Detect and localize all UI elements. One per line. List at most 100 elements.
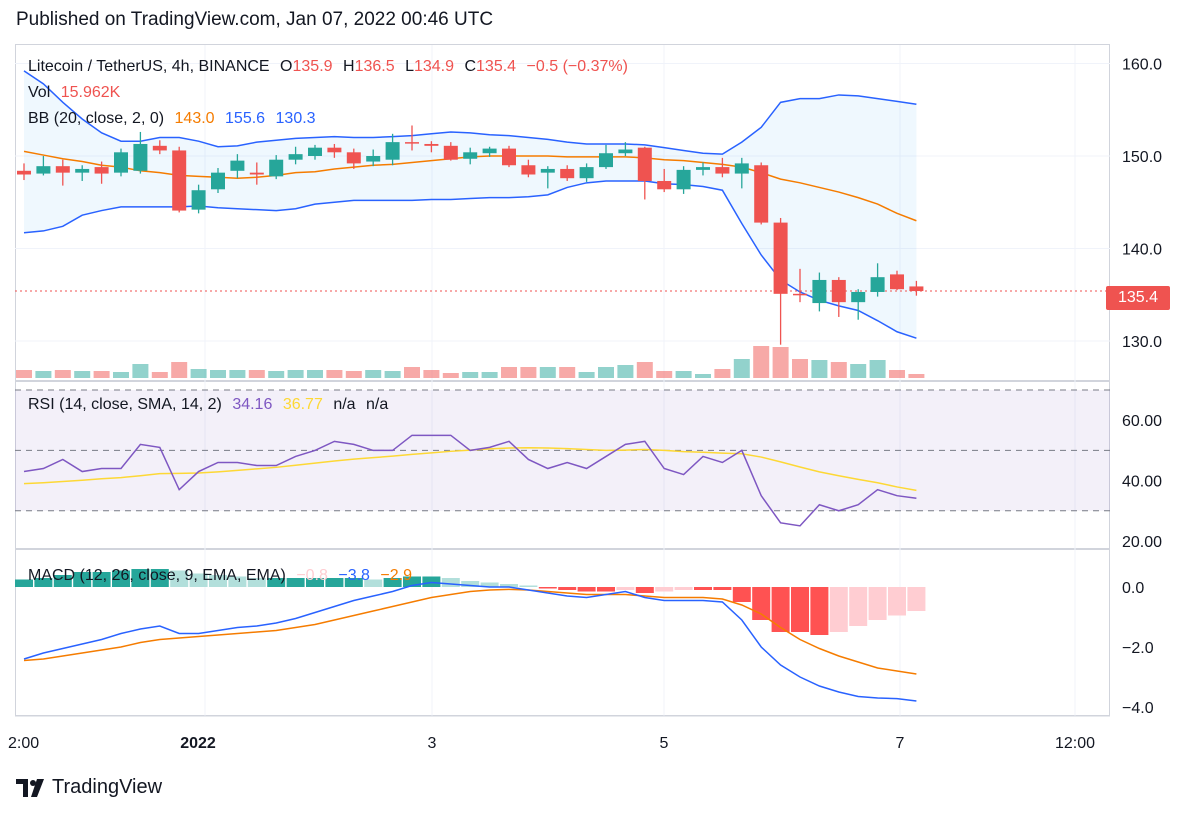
legend-bb-label[interactable]: BB (20, close, 2, 0) [28, 110, 165, 127]
macd-histogram-bar [403, 576, 421, 587]
macd-histogram-bar [53, 575, 72, 587]
macd-histogram-bar [34, 578, 53, 587]
candle [443, 142, 458, 161]
macd-histogram-bar [364, 579, 383, 587]
legend-open-label: O [280, 58, 293, 75]
volume-bar [54, 370, 71, 378]
legend-macd-label[interactable]: MACD (12, 26, close, 9, EMA, EMA) [28, 567, 286, 584]
candle-body [754, 165, 769, 223]
legend-vol-label[interactable]: Vol [28, 84, 51, 101]
legend-symbol[interactable]: Litecoin / TetherUS, 4h, BINANCE [28, 58, 270, 75]
macd-histogram-bar [655, 587, 674, 592]
candle [463, 147, 478, 165]
volume-bar [908, 374, 925, 378]
volume-bar [714, 369, 731, 378]
candle-body [618, 149, 633, 154]
volume-bar [772, 347, 789, 378]
candle [676, 166, 691, 194]
macd-histogram-bar [538, 587, 557, 589]
time-axis-tick: 5 [660, 735, 669, 752]
macd-histogram-bar [888, 587, 906, 616]
volume-bar [248, 370, 265, 378]
time-axis-tick: 2022 [180, 735, 216, 752]
candle-body [890, 274, 904, 290]
candle [230, 154, 245, 179]
volume-bar [501, 367, 517, 378]
volume-bar [792, 359, 808, 378]
volume-bar [889, 370, 905, 378]
volume-bar [636, 362, 653, 378]
legend-high: 136.5 [354, 58, 395, 75]
legend-low-label: L [405, 58, 414, 75]
legend-rsi-na2: n/a [366, 396, 389, 413]
volume-bar [617, 365, 634, 378]
candle-body [870, 277, 885, 292]
volume-bar [365, 370, 382, 378]
candle-body [133, 143, 148, 171]
volume-bar [287, 370, 304, 378]
candle [288, 146, 303, 165]
volume-bar [559, 367, 576, 378]
candle-body [114, 152, 128, 173]
tradingview-brand[interactable]: TradingView [16, 776, 162, 799]
rsi-axis-tick: 20.00 [1122, 534, 1162, 551]
candle-body [676, 169, 691, 190]
candle-body [211, 172, 225, 190]
candle [696, 162, 710, 176]
macd-histogram-bar [131, 569, 150, 587]
candle-body [36, 166, 51, 174]
macd-histogram-bar [597, 587, 615, 592]
legend-high-label: H [343, 58, 355, 75]
candle-body [308, 147, 322, 156]
price-axis-tick: 150.0 [1122, 149, 1162, 166]
volume-bar [326, 370, 343, 378]
candle-body [366, 156, 381, 162]
candle [734, 157, 749, 189]
volume-bar [171, 362, 188, 378]
volume-bar [74, 371, 91, 378]
macd-histogram-bar [674, 587, 693, 590]
volume-bar [345, 371, 362, 378]
volume-bar [210, 370, 226, 378]
volume-bar [869, 360, 886, 378]
legend-close: 135.4 [476, 58, 517, 75]
candle [657, 168, 672, 193]
macd-histogram-bar [810, 587, 829, 635]
volume-bar [423, 370, 440, 378]
macd-histogram-bar [461, 581, 480, 587]
candle-body [773, 222, 788, 294]
macd-histogram-bar [209, 575, 227, 587]
macd-axis-tick: 0.0 [1122, 580, 1144, 597]
candle [715, 157, 730, 178]
candle-body [657, 180, 672, 190]
candle [812, 272, 827, 312]
macd-axis-tick: −2.0 [1122, 640, 1154, 657]
macd-histogram-bar [15, 579, 33, 587]
candle [870, 263, 885, 297]
candle [94, 161, 109, 184]
candle [327, 143, 342, 158]
macd-axis-tick: −4.0 [1122, 700, 1154, 717]
macd-histogram-bar [247, 578, 266, 587]
legend-vol-value: 15.962K [60, 84, 121, 101]
volume-bar [695, 374, 711, 378]
volume-bar [481, 372, 498, 378]
candle [133, 131, 148, 174]
candle-body [637, 147, 652, 181]
candle-body [269, 159, 284, 177]
macd-line [23, 581, 917, 702]
volume-bar [404, 367, 420, 378]
legend-price: Litecoin / TetherUS, 4h, BINANCE O135.9 … [28, 58, 640, 76]
candle [385, 133, 400, 166]
volume-bar [753, 346, 770, 378]
legend-bb-upper: 155.6 [225, 110, 266, 127]
macd-histogram-bar [150, 569, 169, 587]
legend-macd: MACD (12, 26, close, 9, EMA, EMA) −0.8 −… [28, 567, 418, 585]
legend-rsi-label[interactable]: RSI (14, close, SMA, 14, 2) [28, 396, 222, 413]
candle [269, 155, 284, 180]
macd-histogram-bar [616, 587, 635, 590]
candle-body [191, 190, 206, 210]
volume-bar [442, 373, 459, 378]
macd-signal-line [23, 588, 917, 675]
